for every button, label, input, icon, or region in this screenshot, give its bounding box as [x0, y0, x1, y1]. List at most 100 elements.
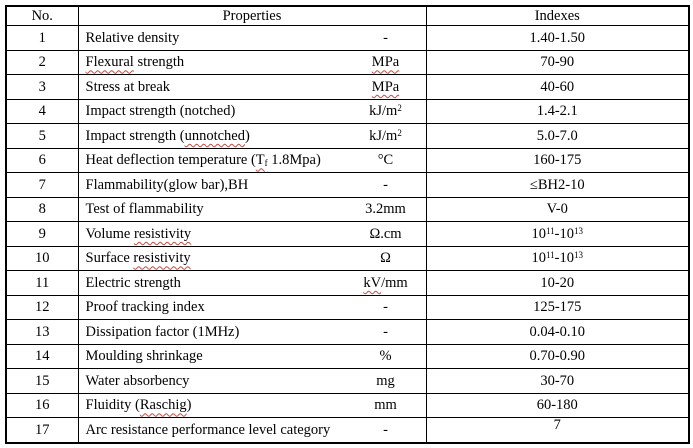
table-row: 5 Impact strength (unnotched) kJ/m2 5.0-7.0 [5, 123, 690, 149]
index-value-cell: 1011-1013 [425, 221, 690, 247]
property-line: Arc resistance performance level categor… [79, 421, 425, 439]
index-value-cell: 7 [425, 417, 690, 444]
property-line: Fluidity (Raschig) mm [79, 396, 425, 414]
property-name-segment: Fluidity ( [85, 397, 140, 414]
property-line: Electric strength kV/mm [79, 274, 425, 292]
property-unit-segment: 2 [397, 103, 402, 114]
property-cell: Proof tracking index - [77, 294, 427, 321]
property-unit-segment: 2 [397, 127, 402, 138]
property-unit: mm [351, 396, 421, 414]
property-name-segment: Proof tracking index [85, 299, 205, 316]
property-name: Moulding shrinkage [79, 347, 351, 365]
property-cell: Impact strength (notched) kJ/m2 [77, 98, 427, 125]
index-value-cell: 5.0-7.0 [425, 123, 690, 149]
property-unit: - [351, 29, 421, 47]
table-row: 16 Fluidity (Raschig) mm 60-180 [5, 392, 690, 419]
property-name-segment: Flammability(glow bar),BH [85, 176, 249, 193]
index-value-segment: 0.04-0.10 [529, 323, 586, 340]
index-value-cell: 30-70 [425, 368, 690, 394]
property-unit-segment: - [383, 422, 388, 438]
index-value-segment: 10 [531, 250, 547, 267]
row-number-cell: 7 [5, 172, 79, 198]
index-value-cell: 60-180 [425, 392, 690, 419]
properties-table: No. Properties Indexes 1 Relative density… [5, 5, 690, 444]
property-unit-segment: kJ/m [369, 103, 398, 120]
row-number-cell: 3 [5, 74, 79, 100]
property-name: Heat deflection temperature (Tf 1.8Mpa) [79, 151, 351, 169]
property-name-segment: Test of flammability [85, 201, 204, 218]
table-body: 1 Relative density - 1.40-1.50 2 Flexural str… [5, 25, 690, 444]
index-value-segment: 1.4-2.1 [536, 103, 578, 120]
index-value-cell: 1011-1013 [425, 245, 690, 272]
index-value-segment: 125-175 [533, 299, 582, 316]
property-unit-segment: kV [363, 274, 382, 291]
property-name-segment: unnotched [184, 127, 245, 144]
property-name-segment: resistivity [133, 225, 192, 242]
property-name-segment: T [255, 152, 265, 169]
property-unit-segment: - [383, 176, 388, 193]
property-name-segment: resistivity [133, 250, 191, 267]
property-unit: - [351, 323, 421, 341]
property-name-segment: Flexural [85, 54, 134, 71]
index-value-cell: 10-20 [425, 270, 690, 296]
property-cell: Stress at break MPa [77, 74, 427, 100]
row-number-cell: 17 [5, 417, 79, 444]
table-row: 15 Water absorbency mg 30-70 [5, 368, 690, 394]
property-name: Water absorbency [79, 372, 351, 390]
property-unit-segment: Ω.cm [369, 225, 402, 242]
property-unit-segment: Ω [380, 250, 391, 267]
table-row: 14 Moulding shrinkage% 0.70-0.90 [5, 343, 690, 370]
property-cell: Test of flammability 3.2mm [77, 196, 427, 223]
property-unit: Ω.cm [351, 225, 421, 243]
index-value-cell: 40-60 [425, 74, 690, 100]
property-unit-segment: mm [374, 397, 397, 414]
property-name: Flexural strength [79, 53, 351, 71]
property-name-segment: ) [244, 127, 250, 144]
property-name-segment: 1.8Mpa) [267, 152, 321, 169]
index-value-segment: 40-60 [540, 78, 575, 95]
row-number-cell: 15 [5, 368, 79, 394]
property-name-segment: f [264, 157, 268, 168]
property-line: Surface resistivity Ω [79, 249, 425, 267]
property-unit: kV/mm [351, 274, 421, 292]
property-line: Impact strength (notched) kJ/m2 [79, 102, 425, 120]
property-name-segment: Dissipation factor (1MHz) [85, 323, 240, 340]
index-value-segment: -10 [554, 225, 574, 242]
property-unit-segment: - [383, 299, 388, 316]
property-unit: - [351, 421, 421, 439]
index-value-cell: 0.70-0.90 [425, 343, 690, 370]
property-line: Relative density - [79, 29, 425, 47]
index-value-segment: 60-180 [536, 397, 578, 414]
row-number-cell: 1 [5, 25, 79, 51]
property-unit: MPa [351, 78, 421, 96]
row-number-cell: 11 [5, 270, 79, 296]
property-name-segment: Heat deflection temperature ( [85, 152, 256, 169]
property-name: Proof tracking index [79, 298, 351, 316]
property-unit-segment: - [383, 29, 388, 46]
index-value-segment: ≤BH2-10 [529, 176, 585, 193]
property-name-segment: Impact strength (notched) [85, 103, 236, 120]
index-value-segment: 10-20 [540, 274, 575, 291]
property-name: Impact strength (unnotched) [79, 127, 351, 145]
property-unit-segment: 3.2mm [365, 201, 406, 218]
row-number-cell: 13 [5, 319, 79, 345]
table-row: 17 Arc resistance performance level categ… [5, 417, 690, 444]
property-name: Relative density [79, 29, 351, 47]
property-name: Volume resistivity [79, 225, 351, 243]
property-line: Stress at break MPa [79, 78, 425, 96]
property-line: Heat deflection temperature (Tf 1.8Mpa) °… [79, 151, 425, 169]
property-name: Fluidity (Raschig) [79, 396, 351, 414]
property-cell: Arc resistance performance level categor… [77, 417, 427, 444]
property-name: Electric strength [79, 274, 351, 292]
row-number-cell: 10 [5, 245, 79, 272]
table-row: 6 Heat deflection temperature (Tf 1.8Mpa)… [5, 147, 690, 174]
property-name-segment: Relative density [85, 29, 180, 46]
property-name: Arc resistance performance level categor… [79, 421, 351, 439]
property-line: Water absorbency mg [79, 372, 425, 390]
property-cell: Impact strength (unnotched) kJ/m2 [77, 123, 427, 149]
property-cell: Volume resistivity Ω.cm [77, 221, 427, 247]
index-value-segment: 1.40-1.50 [529, 29, 586, 46]
table-row: 7 Flammability(glow bar),BH - ≤BH2-10 [5, 172, 690, 198]
table-row: 13 Dissipation factor (1MHz) - 0.04-0.10 [5, 319, 690, 345]
row-number-cell: 5 [5, 123, 79, 149]
